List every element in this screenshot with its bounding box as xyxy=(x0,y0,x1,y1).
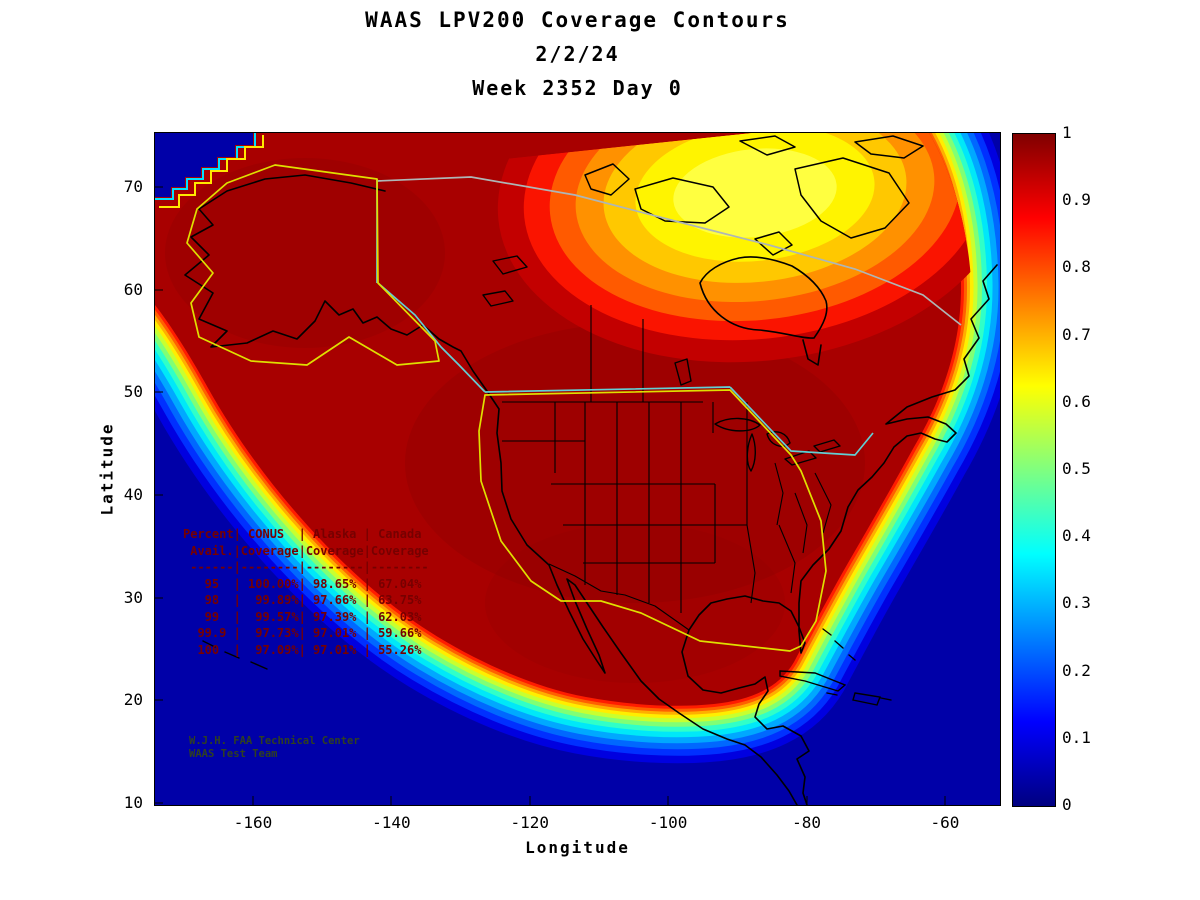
colorbar-tick-label: 1 xyxy=(1062,123,1072,142)
plot-date: 2/2/24 xyxy=(535,42,620,66)
lakes xyxy=(482,255,841,472)
y-tick-label: 30 xyxy=(123,587,143,607)
y-tick-label: 10 xyxy=(123,792,143,812)
y-axis-ticks: 70 60 50 40 30 20 10 xyxy=(99,177,143,813)
topleft-corner-steps xyxy=(155,133,264,208)
colorbar-tick-label: 0.7 xyxy=(1062,324,1091,344)
x-tick-label: -160 xyxy=(233,813,273,832)
y-tick-label: 40 xyxy=(123,484,143,504)
colorbar-ticks: 1 0.9 0.8 0.7 0.6 0.5 0.4 0.3 0.2 0.1 0 xyxy=(1062,124,1091,814)
coastlines xyxy=(184,174,998,805)
x-tick-label: -120 xyxy=(510,813,550,832)
colorbar-tick-label: 0.3 xyxy=(1062,593,1091,613)
colorbar xyxy=(1012,133,1056,807)
coverage-contour-map xyxy=(155,133,1000,805)
x-tick-label: -60 xyxy=(930,813,960,832)
small-islands xyxy=(202,628,892,706)
y-tick-label: 50 xyxy=(123,382,143,402)
arctic-coverage-dip xyxy=(497,133,1000,363)
colorbar-tick-label: 0.6 xyxy=(1062,391,1091,411)
annotation-line-2: WAAS Test Team xyxy=(189,748,278,760)
map-plot-area: Percent| CONUS | Alaska | Canada Avail.|… xyxy=(154,132,1001,806)
facility-annotation: W.J.H. FAA Technical Center WAAS Test Te… xyxy=(189,735,360,761)
arctic-islands xyxy=(584,135,924,256)
y-tick-label: 20 xyxy=(123,690,143,710)
coverage-table: Percent| CONUS | Alaska | Canada Avail.|… xyxy=(183,527,429,657)
colorbar-tick-label: 0.9 xyxy=(1062,190,1091,210)
coastline-mexico-central-america xyxy=(681,629,810,805)
colorbar-tick-label: 0.4 xyxy=(1062,526,1091,546)
coastline-gulf-atlantic xyxy=(688,264,998,654)
conus-boundary-line xyxy=(478,389,827,652)
hudson-bay xyxy=(699,256,828,366)
annotation-line-1: W.J.H. FAA Technical Center xyxy=(189,735,360,747)
colorbar-tick-label: 0.5 xyxy=(1062,458,1091,478)
plot-title-block: WAAS LPV200 Coverage Contours 2/2/24 Wee… xyxy=(155,8,1000,100)
plot-week-day: Week 2352 Day 0 xyxy=(472,76,683,100)
state-borders xyxy=(502,305,832,631)
arctic-boundary-line xyxy=(376,176,962,326)
x-tick-label: -80 xyxy=(792,813,822,832)
axis-tick-marks xyxy=(155,186,946,805)
colorbar-tick-label: 0.2 xyxy=(1062,660,1091,680)
colorbar-tick-label: 0.8 xyxy=(1062,257,1091,277)
colorbar-tick-label: 0 xyxy=(1062,794,1072,814)
y-tick-label: 60 xyxy=(123,279,143,299)
alaska-boundary-line xyxy=(186,164,440,366)
y-tick-label: 70 xyxy=(123,177,143,196)
colorbar-tick-label: 0.1 xyxy=(1062,727,1091,747)
coastline-west xyxy=(184,174,798,805)
x-axis-label: Longitude xyxy=(525,838,630,857)
plot-title: WAAS LPV200 Coverage Contours xyxy=(365,8,790,32)
x-tick-label: -140 xyxy=(372,813,411,832)
x-axis-ticks: -160 -140 -120 -100 -80 -60 xyxy=(215,813,983,832)
x-tick-label: -100 xyxy=(648,813,688,832)
